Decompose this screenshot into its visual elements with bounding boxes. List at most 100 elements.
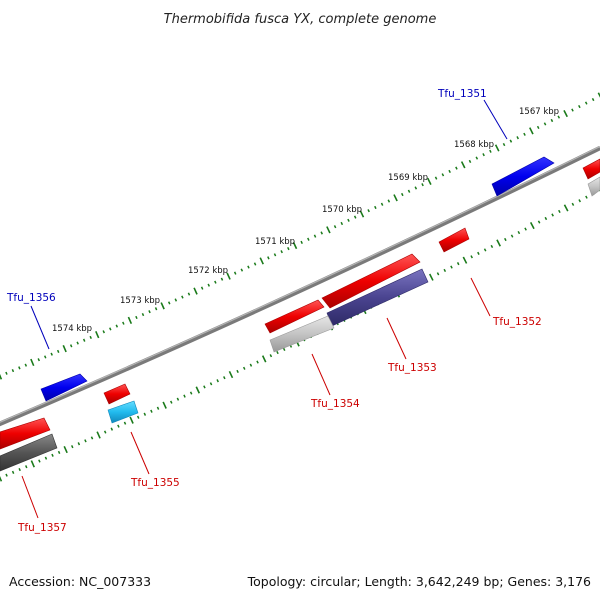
minor-tick	[50, 352, 53, 356]
minor-tick	[207, 283, 211, 287]
minor-tick	[233, 271, 237, 275]
topology-summary-text: Topology: circular; Length: 3,642,249 bp…	[247, 574, 591, 589]
minor-tick	[273, 253, 277, 257]
kbp-label: 1569 kbp	[388, 173, 428, 183]
major-tick	[292, 241, 298, 250]
minor-tick	[455, 166, 458, 170]
minor-tick	[571, 108, 574, 112]
kbp-label: 1572 kbp	[188, 266, 228, 276]
major-tick	[529, 127, 534, 135]
minor-tick	[181, 295, 184, 299]
major-tick	[96, 431, 101, 439]
major-tick	[228, 370, 234, 379]
gene-label-tfu-1351[interactable]: Tfu_1351	[437, 88, 487, 100]
gene-arrow-tfu-1356[interactable]	[40, 373, 88, 402]
minor-tick	[203, 385, 206, 389]
major-tick	[462, 256, 468, 264]
minor-tick	[353, 215, 357, 219]
minor-tick	[551, 213, 554, 217]
leader-line-tfu-1357	[21, 475, 39, 519]
genome-backbone	[0, 145, 600, 427]
minor-tick	[18, 467, 21, 472]
minor-tick	[421, 183, 424, 187]
major-tick	[529, 221, 535, 230]
minor-tick	[280, 250, 283, 254]
gene-features	[0, 156, 600, 472]
minor-tick	[240, 268, 244, 272]
gene-bar-cyan[interactable]	[107, 400, 139, 424]
major-tick	[428, 273, 434, 281]
minor-tick	[183, 394, 186, 398]
minor-tick	[11, 369, 15, 373]
minor-tick	[578, 199, 581, 203]
minor-tick	[174, 298, 178, 302]
gene-bar-dark-gray[interactable]	[0, 433, 58, 472]
gene-arrow-tfu-1351[interactable]	[491, 156, 555, 197]
gene-arrow-tfu-1355[interactable]	[103, 383, 131, 405]
kbp-label: 1568 kbp	[454, 140, 494, 150]
leader-line-tfu-1352	[470, 277, 491, 317]
minor-tick	[148, 310, 151, 314]
gene-label-tfu-1354[interactable]: Tfu_1354	[310, 398, 360, 410]
minor-tick	[38, 459, 41, 463]
major-tick	[496, 239, 501, 247]
gene-arrow-tfu-1353[interactable]	[321, 253, 421, 309]
minor-tick	[490, 244, 494, 249]
minor-tick	[25, 465, 28, 469]
leader-line-tfu-1355	[130, 431, 150, 475]
gene-label-tfu-1352[interactable]: Tfu_1352	[492, 316, 542, 328]
gene-label-tfu-1353[interactable]: Tfu_1353	[387, 362, 437, 374]
minor-tick	[510, 234, 514, 238]
minor-tick	[475, 156, 479, 160]
gene-arrow-tfu-1357[interactable]	[0, 417, 51, 450]
gene-label-tfu-1355[interactable]: Tfu_1355	[130, 477, 180, 489]
gene-label-tfu-1356[interactable]: Tfu_1356	[6, 292, 56, 304]
minor-tick	[18, 366, 21, 370]
minor-tick	[209, 382, 213, 386]
minor-tick	[187, 292, 191, 296]
minor-tick	[489, 149, 492, 153]
minor-tick	[282, 347, 286, 351]
minor-tick	[76, 341, 79, 345]
gene-arrow-tfu-1352[interactable]	[438, 227, 470, 253]
major-tick	[0, 373, 3, 380]
kbp-label: 1571 kbp	[255, 237, 295, 247]
major-tick	[460, 161, 466, 169]
minor-tick	[387, 199, 391, 203]
minor-tick	[367, 209, 370, 213]
gene-bar-light-gray[interactable]	[269, 315, 335, 353]
minor-tick	[502, 142, 506, 147]
major-tick	[259, 257, 264, 265]
minor-tick	[56, 349, 60, 354]
minor-tick	[380, 202, 384, 206]
major-tick	[563, 109, 568, 118]
minor-tick	[333, 225, 337, 229]
major-tick	[261, 355, 267, 363]
major-tick	[359, 210, 365, 218]
gene-arrow-edge-gray[interactable]	[587, 176, 600, 197]
gene-arrow-tfu-1354[interactable]	[264, 299, 325, 334]
major-tick	[193, 287, 198, 295]
major-tick	[162, 401, 167, 409]
minor-tick	[216, 379, 219, 383]
major-tick	[0, 475, 3, 482]
minor-tick	[84, 439, 87, 443]
minor-tick	[103, 430, 107, 434]
minor-tick	[543, 122, 547, 126]
leader-line-tfu-1354	[311, 353, 331, 396]
minor-tick	[509, 139, 513, 143]
gene-label-tfu-1357[interactable]: Tfu_1357	[17, 522, 67, 534]
minor-tick	[504, 237, 507, 242]
minor-tick	[24, 363, 28, 367]
minor-tick	[414, 186, 418, 190]
minor-tick	[5, 473, 8, 477]
minor-tick	[313, 234, 317, 238]
minor-tick	[170, 400, 173, 404]
minor-tick	[51, 453, 54, 457]
minor-tick	[558, 209, 561, 214]
minor-tick	[249, 363, 253, 367]
leader-line-tfu-1353	[386, 317, 407, 360]
gene-arrow-edge-red[interactable]	[582, 158, 600, 180]
major-tick	[95, 330, 100, 339]
